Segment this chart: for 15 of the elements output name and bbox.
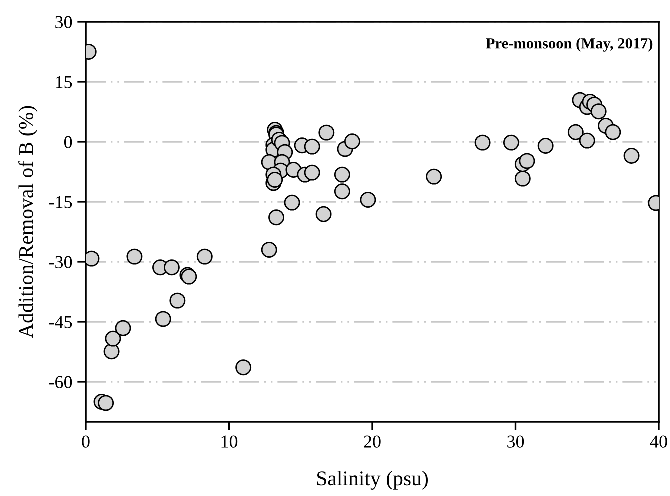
- y-tick-label: -15: [49, 196, 72, 208]
- annotation: Pre-monsoon (May, 2017): [486, 38, 653, 52]
- y-tick-label: -60: [49, 376, 72, 388]
- x-tick-label: 40: [650, 436, 668, 448]
- x-axis-title: Salinity (psu): [317, 471, 428, 490]
- y-tick-label: -30: [49, 256, 72, 268]
- x-tick-label: 30: [508, 436, 524, 448]
- x-tick-label: 0: [82, 436, 90, 448]
- x-tick-label: 10: [222, 436, 238, 448]
- y-axis-title: Addition/Removal of B (%): [18, 106, 38, 338]
- y-tick-label: 30: [56, 16, 72, 28]
- x-tick-label: 20: [364, 436, 381, 448]
- y-tick-label: 0: [64, 136, 72, 148]
- y-tick-label: 15: [56, 76, 72, 88]
- y-tick-label: -45: [49, 316, 72, 328]
